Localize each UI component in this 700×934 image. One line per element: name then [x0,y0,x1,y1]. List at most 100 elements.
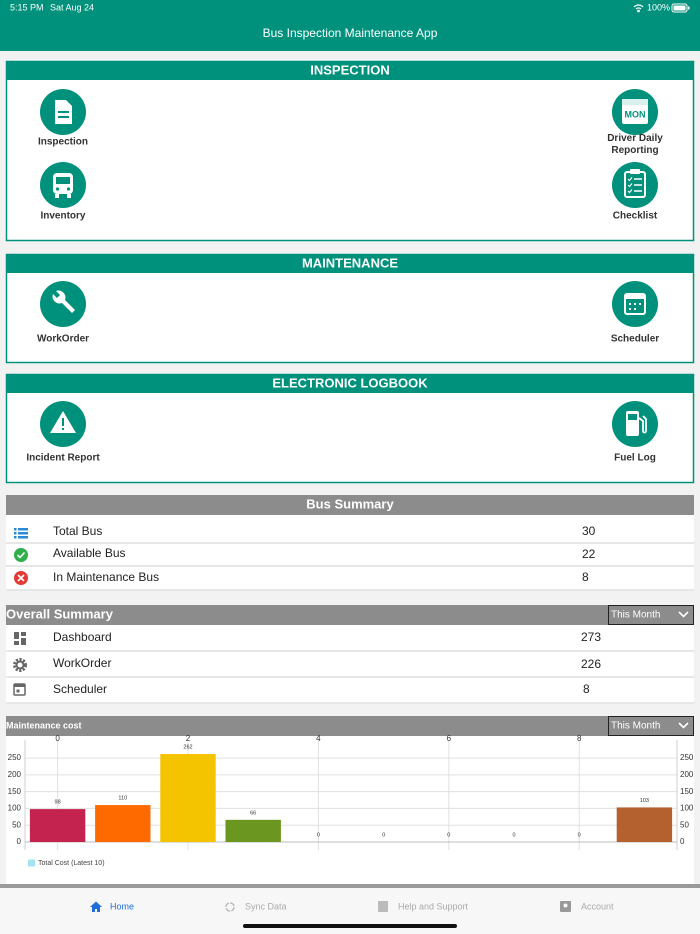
value-label: 0 [317,832,320,838]
status-time: 5:15 PM [10,2,44,12]
logbook-card: ELECTRONIC LOGBOOK Incident Report Fuel … [5,373,695,484]
driver-daily-reporting-button[interactable]: MON Driver Daily Reporting [607,89,663,156]
x-tick-label: 0 [55,734,60,743]
scheduler-button[interactable]: Scheduler [611,281,659,345]
y2-tick-label: 250 [680,753,694,762]
row-value: 22 [582,547,596,561]
row-label: Available Bus [53,546,126,560]
chevron [678,611,689,618]
icon-line [58,116,69,118]
fuel-pump-window [628,414,637,420]
bar [160,754,216,842]
row-value: 30 [582,524,596,538]
home-tab[interactable]: Home [90,901,134,912]
maintenance-card: MAINTENANCE WorkOrder Scheduler [5,253,695,364]
label-line: Reporting [611,145,658,156]
dropdown-box [608,716,694,736]
panel-title: Bus Summary [306,496,394,511]
row-label: In Maintenance Bus [53,570,159,584]
x-tick-label: 8 [577,734,582,743]
y-tick-label: 150 [8,787,22,796]
bus-light [55,187,60,191]
home-icon [90,901,102,912]
bus-summary: Bus Summary Total Bus 30 Available Bus 2… [6,495,694,591]
sync-icon [225,902,235,912]
divider [0,884,700,888]
panel-title: Overall Summary [6,606,114,621]
y-tick-label: 250 [8,753,22,762]
value-label: 0 [382,832,385,838]
wrench-icon [52,290,75,313]
bus-wheel [55,194,59,198]
row-value: 8 [582,570,589,584]
maintenance-cost: Maintenance cost This Month 0 0 50 50 100 100… [6,716,694,884]
workorder-button[interactable]: WorkOrder [37,281,89,345]
panel-header [6,605,694,625]
check-icon [14,548,28,562]
y-tick-label: 50 [12,820,21,829]
gear-icon [13,658,27,672]
dropdown-value: This Month [611,610,660,621]
status-date: Sat Aug 24 [50,2,94,12]
panel-header [6,495,694,515]
x-tick-label: 2 [186,734,191,743]
section-title: INSPECTION [310,62,389,77]
y2-tick-label: 0 [680,837,685,846]
period-dropdown[interactable]: This Month [608,716,694,736]
row-label: Total Bus [53,524,102,538]
section-title: ELECTRONIC LOGBOOK [272,375,428,390]
button-label: Inspection [38,137,88,148]
y-tick-label: 100 [8,804,22,813]
y2-tick-label: 200 [680,770,694,779]
wifi-icon [633,4,644,13]
y2-tick-label: 150 [680,787,694,796]
card-header [6,61,694,80]
clipboard-clip [630,169,640,174]
sync-tab[interactable]: Sync Data [225,901,287,912]
button-label: WorkOrder [37,334,89,345]
incident-report-button[interactable]: Incident Report [26,401,100,464]
row-label: Dashboard [53,630,112,644]
inspection-button[interactable]: Inspection [38,89,88,148]
value-label: 0 [578,832,581,838]
bar [29,809,86,842]
button-label: Inventory [40,211,85,222]
y-tick-label: 200 [8,770,22,779]
calendar-top [625,294,645,299]
bar [616,807,673,842]
value-label: 0 [447,832,450,838]
period-dropdown[interactable]: This Month [608,605,694,625]
calendar-icon [622,99,648,124]
inventory-button[interactable]: Inventory [40,162,86,222]
checklist-button[interactable]: Checklist [612,162,658,222]
fuel-hose [638,415,647,434]
home-indicator [243,924,457,928]
inspection-card: INSPECTION Inspection MON Driver Daily Re… [5,60,695,242]
bus-wheel [67,194,71,198]
card-header [6,254,694,273]
y2-tick-label: 100 [680,804,694,813]
calendar-days [629,303,641,310]
tab-label: Account [581,901,614,911]
chevron [678,722,689,729]
help-icon [378,901,388,912]
label-line: Driver Daily [607,133,663,144]
fuel-log-button[interactable]: Fuel Log [612,401,658,464]
cost-chart: 0 0 50 50 100 100 150 150 200 200 250 250 0 2 4 6 8 98 110… [8,734,694,867]
bus-window [56,177,70,184]
row-label: WorkOrder [53,656,111,670]
panel-header [6,716,694,736]
help-tab[interactable]: Help and Support [378,901,469,912]
tab-label: Home [110,901,134,911]
battery-icon [671,3,690,13]
account-tab[interactable]: Account [560,901,614,912]
tab-label: Help and Support [398,901,469,911]
list-icon [14,528,28,539]
value-label: 103 [640,798,649,804]
card [5,60,695,242]
legend-label: Total Cost (Latest 10) [38,860,105,867]
bus-light [66,187,71,191]
row-value: 8 [583,682,590,696]
